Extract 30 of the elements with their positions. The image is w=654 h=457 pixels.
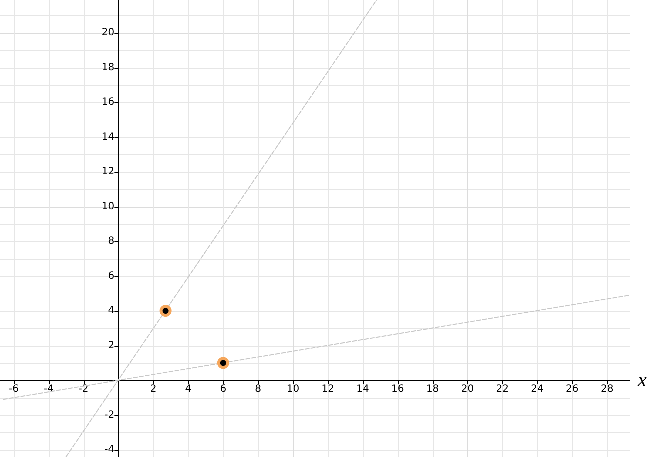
x-tick-label: 16 (392, 384, 404, 396)
x-tick-label: 28 (600, 384, 614, 396)
x-tick-label: 4 (185, 384, 192, 396)
x-tick-label: 26 (566, 384, 579, 396)
y-tick-label: 20 (102, 28, 115, 39)
x-tick-label: 6 (220, 384, 227, 396)
x-tick-label: 14 (356, 384, 370, 396)
y-tick-label: 2 (108, 340, 115, 352)
y-tick-label: 18 (102, 62, 115, 74)
x-tick-label: 10 (286, 384, 300, 396)
x-tick-label: 12 (322, 384, 334, 396)
x-tick-label: -6 (8, 384, 19, 396)
x-tick-label: 20 (461, 384, 474, 396)
x-tick-label: 22 (496, 384, 509, 396)
x-axis-title: x (637, 370, 647, 392)
y-tick-label: 14 (102, 132, 115, 143)
y-tick-label: 6 (108, 270, 115, 282)
x-tick-label: -2 (78, 384, 89, 396)
y-tick-label: -4 (104, 444, 115, 456)
y-tick-label: 12 (102, 166, 115, 178)
y-tick-label: -2 (104, 410, 115, 421)
x-tick-label: 8 (255, 384, 262, 396)
x-tick-label: 18 (426, 384, 440, 396)
x-tick-label: 2 (150, 384, 157, 396)
y-tick-label: 16 (102, 97, 115, 108)
y-tick-label: 4 (108, 306, 115, 317)
x-tick-label: -4 (44, 384, 54, 396)
x-tick-label: 24 (531, 384, 544, 396)
y-tick-label: 8 (108, 236, 115, 248)
y-tick-label: 10 (102, 201, 115, 212)
